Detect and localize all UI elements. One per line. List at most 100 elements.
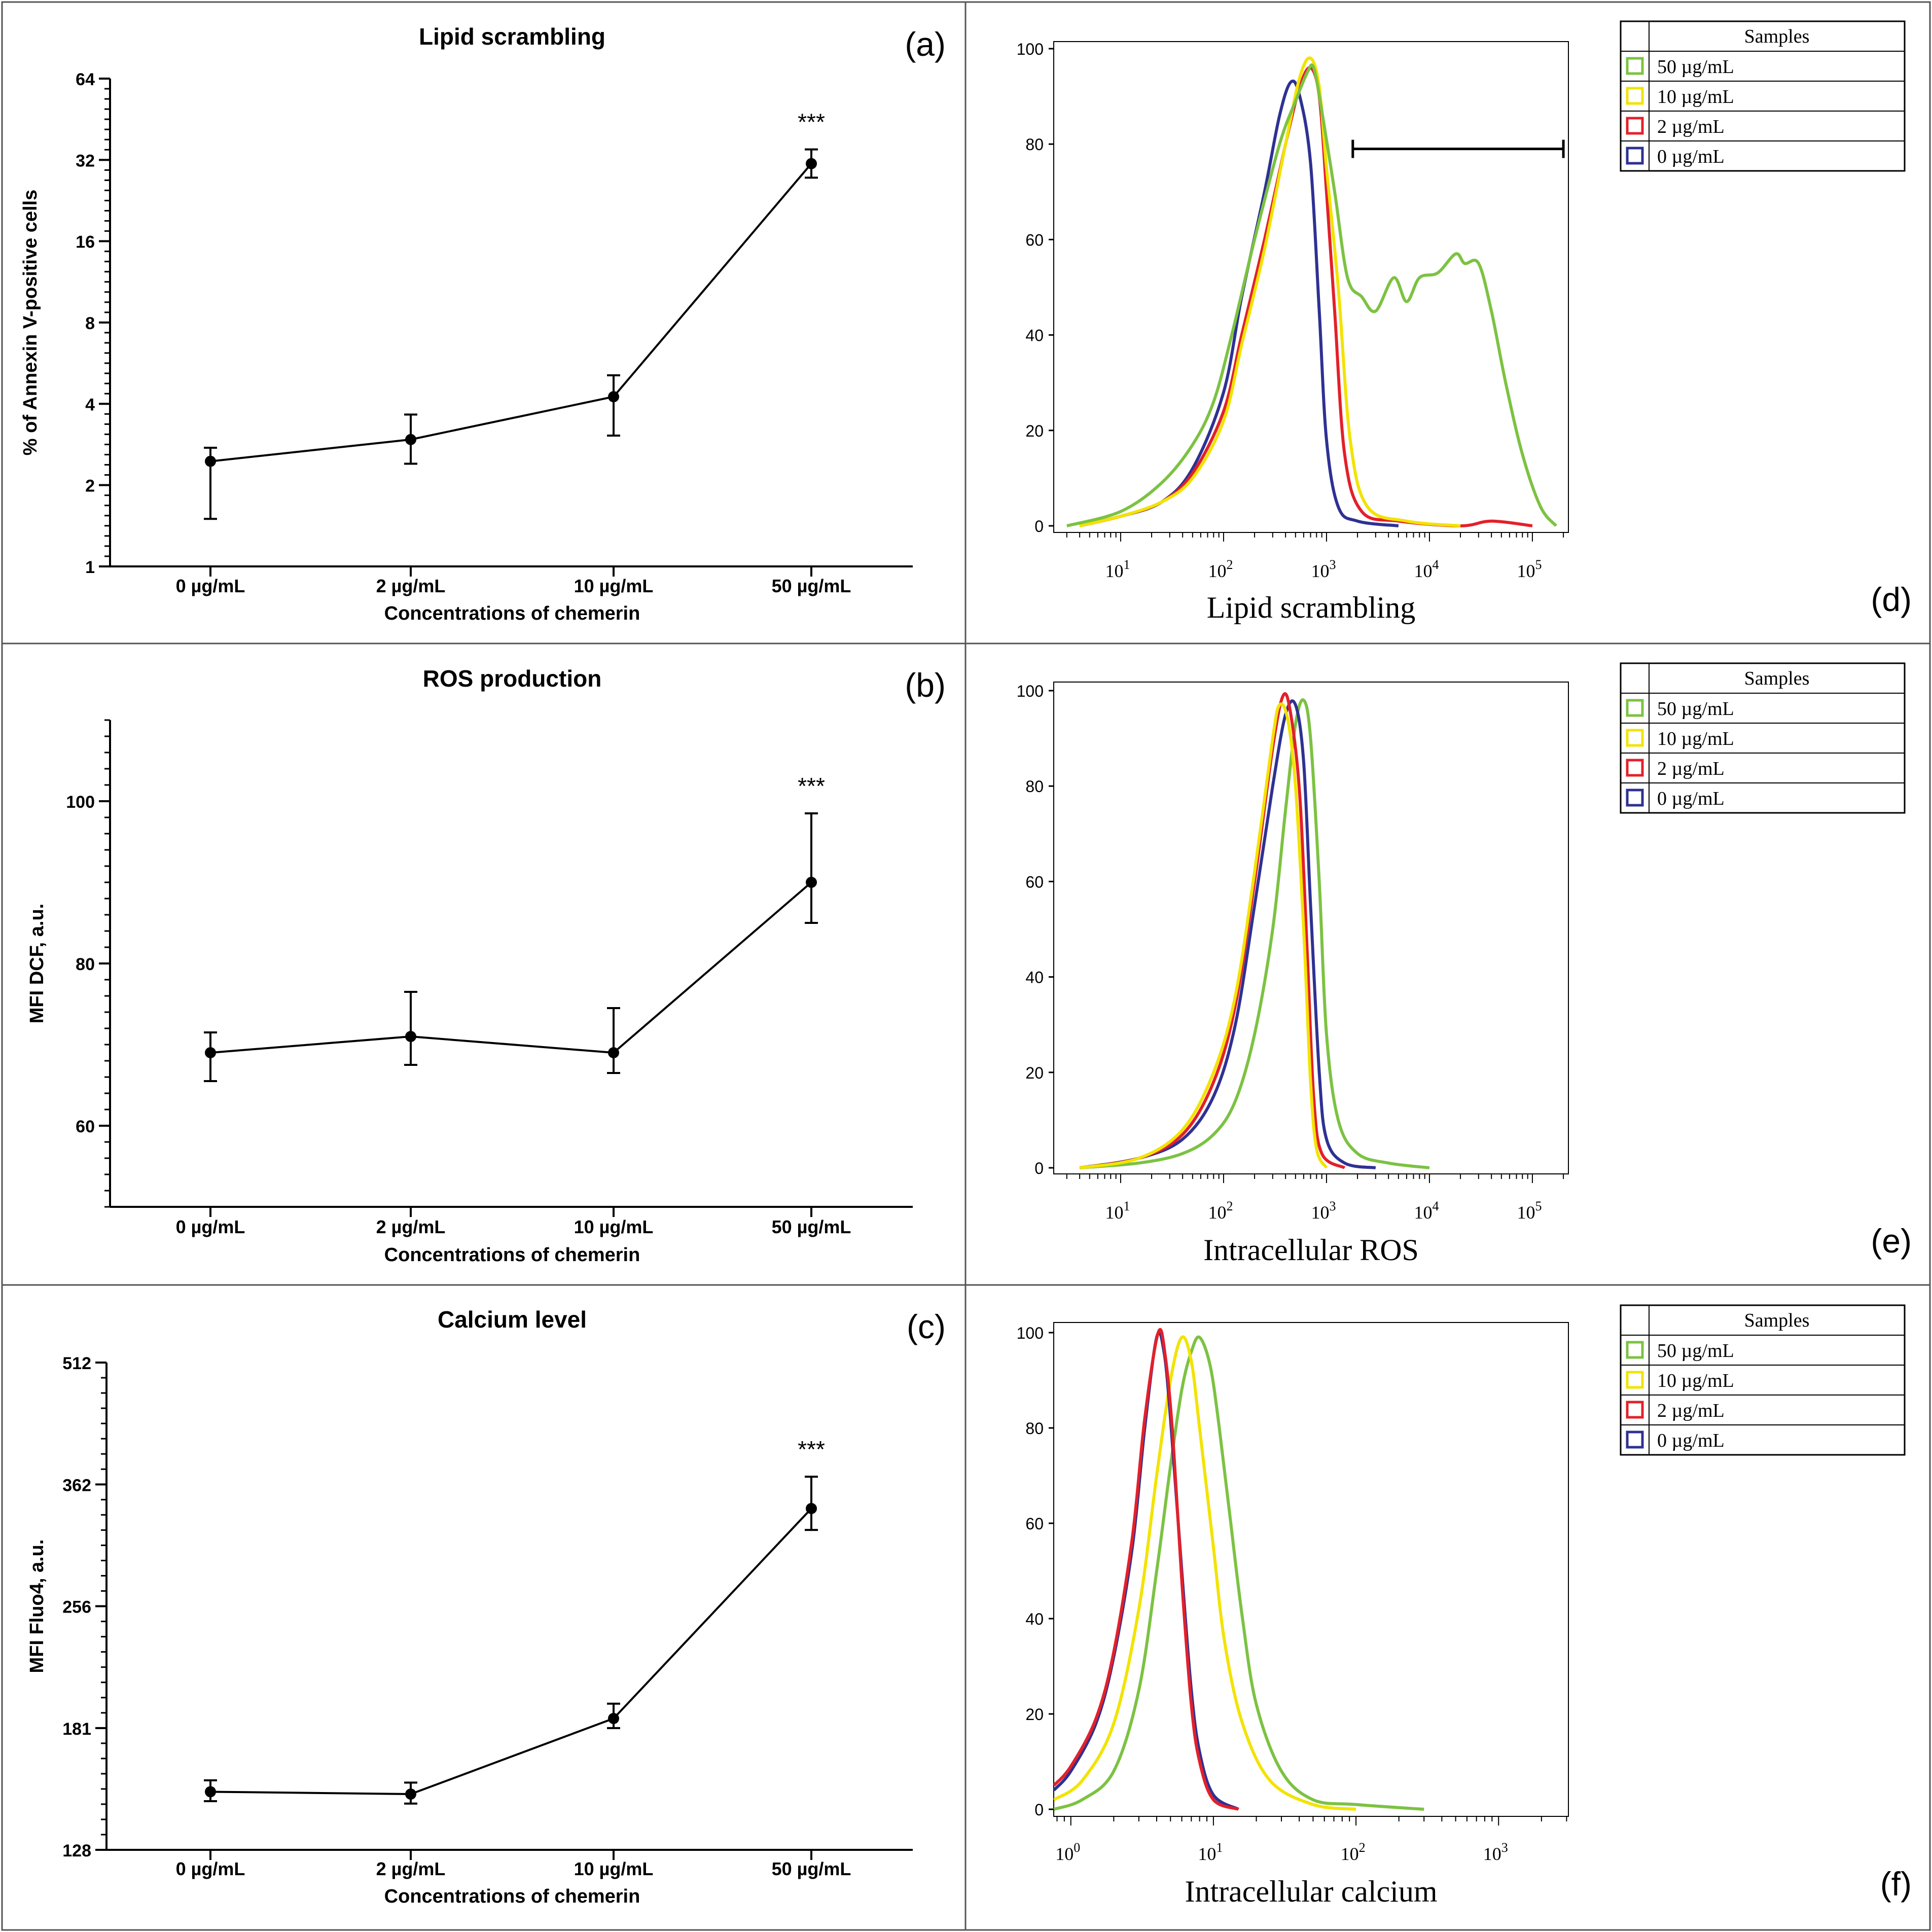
y-tick-label: 1 (85, 558, 95, 577)
y-axis-label: MFI DCF, a.u. (26, 904, 48, 1023)
x-tick-base: 10 (1208, 561, 1226, 581)
x-tick-exponent: 5 (1535, 557, 1542, 572)
legend-swatch (1626, 1341, 1644, 1359)
y-tick-label: 20 (1025, 422, 1044, 440)
y-tick-label: 0 (1034, 517, 1044, 535)
x-tick-exponent: 1 (1123, 557, 1130, 572)
x-tick-base: 10 (1414, 561, 1432, 581)
y-tick-label: 40 (1025, 1610, 1044, 1628)
legend-title: Samples (1744, 26, 1810, 47)
legend-label: 0 µg/mL (1657, 146, 1725, 167)
legend-swatch (1626, 789, 1644, 807)
y-tick-label: 40 (1025, 327, 1044, 345)
y-tick-label: 181 (62, 1720, 91, 1739)
x-tick-base: 10 (1517, 561, 1535, 581)
legend-swatch (1626, 117, 1644, 135)
legend-box (1620, 1304, 1906, 1456)
chart-title: Lipid scrambling (419, 23, 605, 50)
legend-swatch (1626, 1430, 1644, 1449)
legend-label: 2 µg/mL (1657, 758, 1725, 779)
y-tick-label: 256 (62, 1598, 91, 1617)
data-point (608, 1047, 619, 1058)
data-point (608, 1712, 619, 1724)
legend-swatch (1626, 759, 1644, 777)
histogram-series (1079, 699, 1376, 1169)
data-point (806, 158, 817, 169)
y-tick-label: 80 (1025, 1419, 1044, 1438)
histogram-series (1079, 692, 1346, 1169)
x-tick-base: 10 (1341, 1844, 1359, 1864)
y-tick-label: 40 (1025, 969, 1044, 987)
x-tick-label: 50 µg/mL (772, 1858, 851, 1879)
line-chart-b: ROS production (b) 60 80 100 0 µg/mL 2 µg/mL 10… (26, 665, 946, 1266)
x-tick-base: 10 (1517, 1202, 1535, 1223)
x-tick-label: 50 µg/mL (772, 576, 851, 596)
histogram-series (1079, 56, 1461, 527)
x-tick-exponent: 3 (1329, 1199, 1336, 1213)
legend-label: 2 µg/mL (1657, 1400, 1725, 1421)
x-axis-label: Intracellular ROS (1203, 1233, 1419, 1267)
x-axis-label: Intracellular calcium (1185, 1875, 1437, 1908)
x-tick-exponent: 5 (1535, 1199, 1542, 1213)
plot-box (1053, 41, 1569, 533)
data-point (205, 1786, 216, 1798)
y-tick-label: 512 (62, 1354, 91, 1373)
x-tick-label: 2 µg/mL (376, 1858, 446, 1879)
x-tick-base: 10 (1055, 1844, 1074, 1864)
x-tick-label: 105 (1517, 557, 1542, 581)
y-axis-label: % of Annexin V-positive cells (20, 190, 41, 455)
legend-swatch (1626, 1371, 1644, 1389)
data-line (210, 163, 812, 462)
x-tick-label: 104 (1414, 1199, 1439, 1223)
y-tick-label: 60 (76, 1117, 95, 1136)
x-axis-label: Lipid scrambling (1207, 591, 1416, 624)
x-tick-label: 50 µg/mL (772, 1217, 851, 1237)
x-tick-label: 101 (1105, 557, 1130, 581)
histogram-series (1079, 702, 1328, 1169)
x-tick-exponent: 2 (1359, 1840, 1366, 1855)
legend-label: 10 µg/mL (1657, 728, 1734, 749)
x-tick-label: 0 µg/mL (176, 1217, 245, 1237)
y-tick-label: 16 (76, 233, 95, 252)
panel-label: (f) (1880, 1865, 1912, 1903)
significance-annotation: *** (798, 1436, 825, 1462)
data-line (210, 881, 812, 1054)
x-tick-label: 101 (1105, 1199, 1130, 1223)
x-axis-label: Concentrations of chemerin (384, 1244, 640, 1266)
legend-swatch (1626, 87, 1644, 105)
data-point (205, 1047, 216, 1058)
x-tick-base: 10 (1105, 561, 1123, 581)
y-tick-label: 8 (85, 314, 95, 333)
legend-swatch (1626, 1401, 1644, 1419)
histogram-series (1079, 66, 1533, 527)
legend-label: 10 µg/mL (1657, 1370, 1734, 1391)
x-tick-label: 104 (1414, 557, 1439, 581)
legend: Samples 50 µg/mL 10 µg/mL 2 µg/mL 0 µg/mL (1620, 662, 1906, 814)
x-tick-label: 100 (1055, 1840, 1080, 1864)
legend-label: 50 µg/mL (1657, 56, 1734, 78)
y-tick-label: 60 (1025, 873, 1044, 891)
x-tick-label: 2 µg/mL (376, 576, 446, 596)
panel-frame (964, 1284, 1931, 1931)
legend-box (1620, 20, 1906, 172)
y-tick-label: 60 (1025, 231, 1044, 249)
panel-label: (b) (905, 666, 946, 704)
y-tick-label: 20 (1025, 1064, 1044, 1082)
data-point (608, 391, 619, 403)
y-axis-label: MFI Fluo4, a.u. (26, 1540, 48, 1673)
x-tick-exponent: 4 (1432, 557, 1439, 572)
plot-box (1053, 1322, 1569, 1817)
x-tick-label: 103 (1483, 1840, 1508, 1864)
x-tick-base: 10 (1483, 1844, 1501, 1864)
x-tick-label: 10 µg/mL (574, 576, 654, 596)
x-tick-base: 10 (1414, 1202, 1432, 1223)
x-tick-label: 102 (1208, 1199, 1233, 1223)
y-tick-label: 2 (85, 477, 95, 496)
panel-frame (1, 1284, 967, 1931)
legend-box (1620, 662, 1906, 814)
data-point (806, 1502, 817, 1514)
panel-label: (e) (1871, 1222, 1912, 1260)
x-tick-label: 103 (1311, 557, 1336, 581)
